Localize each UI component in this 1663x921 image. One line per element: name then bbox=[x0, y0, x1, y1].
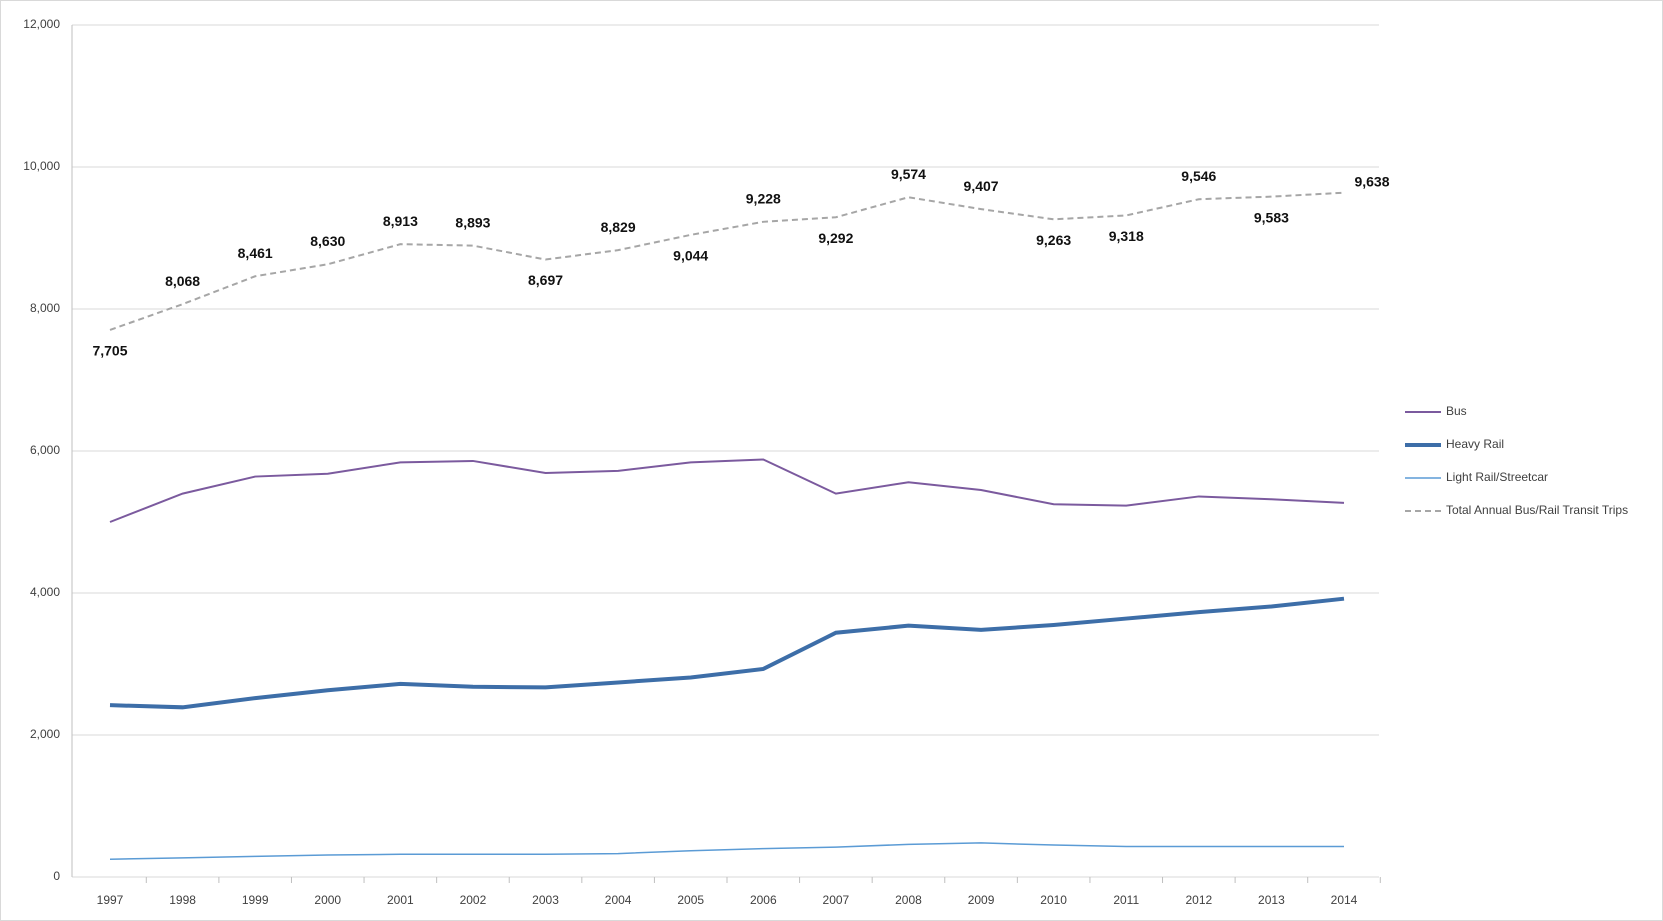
legend-label: Total Annual Bus/Rail Transit Trips bbox=[1446, 503, 1628, 517]
x-tick-label: 2002 bbox=[460, 893, 487, 907]
y-tick-label: 2,000 bbox=[30, 727, 60, 741]
x-tick-label: 2005 bbox=[677, 893, 704, 907]
x-tick-label: 1998 bbox=[169, 893, 196, 907]
x-tick-label: 2004 bbox=[605, 893, 632, 907]
y-tick-label: 10,000 bbox=[23, 159, 60, 173]
value-label: 9,407 bbox=[964, 178, 999, 194]
y-tick-label: 8,000 bbox=[30, 301, 60, 315]
value-label: 7,705 bbox=[92, 343, 127, 359]
value-label: 9,574 bbox=[891, 166, 926, 182]
x-tick-label: 2000 bbox=[314, 893, 341, 907]
x-tick-label: 2001 bbox=[387, 893, 414, 907]
x-tick-label: 2006 bbox=[750, 893, 777, 907]
value-label: 8,697 bbox=[528, 272, 563, 288]
value-label: 8,461 bbox=[238, 245, 273, 261]
series-line bbox=[109, 596, 1345, 710]
x-tick-label: 2011 bbox=[1113, 893, 1139, 907]
value-label: 8,068 bbox=[165, 273, 200, 289]
value-label: 8,630 bbox=[310, 233, 345, 249]
x-tick-label: 2008 bbox=[895, 893, 922, 907]
legend-label: Light Rail/Streetcar bbox=[1446, 470, 1548, 484]
value-label: 8,913 bbox=[383, 213, 418, 229]
series-line bbox=[109, 191, 1345, 331]
x-tick-label: 1999 bbox=[242, 893, 269, 907]
value-label: 9,263 bbox=[1036, 232, 1071, 248]
series-line bbox=[109, 842, 1344, 860]
value-label: 8,829 bbox=[601, 219, 636, 235]
y-tick-label: 12,000 bbox=[23, 17, 60, 31]
x-tick-label: 2010 bbox=[1040, 893, 1067, 907]
x-tick-label: 2012 bbox=[1185, 893, 1212, 907]
value-label: 9,044 bbox=[673, 248, 708, 264]
y-tick-label: 6,000 bbox=[30, 443, 60, 457]
x-tick-label: 2013 bbox=[1258, 893, 1285, 907]
value-label: 9,228 bbox=[746, 191, 781, 207]
legend-label: Bus bbox=[1446, 404, 1467, 418]
value-label: 9,583 bbox=[1254, 209, 1289, 225]
value-label: 9,638 bbox=[1354, 173, 1389, 189]
legend-label: Heavy Rail bbox=[1446, 437, 1504, 451]
value-label: 9,546 bbox=[1181, 168, 1216, 184]
value-label: 9,318 bbox=[1109, 228, 1144, 244]
y-tick-label: 0 bbox=[53, 869, 60, 883]
x-tick-label: 2014 bbox=[1331, 893, 1358, 907]
series-line bbox=[109, 458, 1345, 523]
value-label: 9,292 bbox=[818, 230, 853, 246]
x-tick-label: 2009 bbox=[968, 893, 995, 907]
x-tick-label: 2003 bbox=[532, 893, 559, 907]
y-tick-label: 4,000 bbox=[30, 585, 60, 599]
x-tick-label: 2007 bbox=[823, 893, 850, 907]
value-label: 8,893 bbox=[455, 214, 490, 230]
x-tick-label: 1997 bbox=[97, 893, 124, 907]
